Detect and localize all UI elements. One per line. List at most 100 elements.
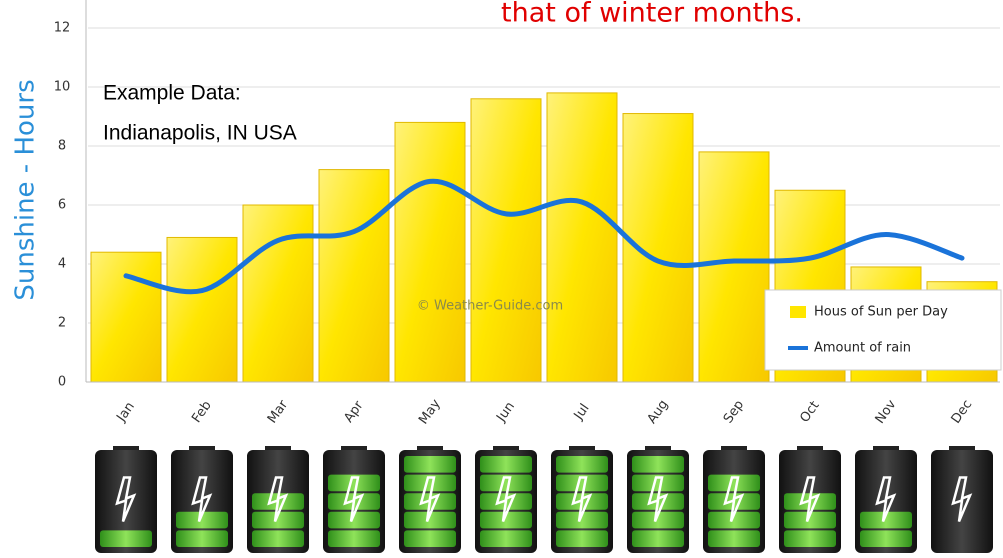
battery-level [784,493,836,547]
bolt-icon [951,476,973,522]
battery-segment [404,530,456,547]
legend-label: Amount of rain [814,341,911,356]
battery [779,446,841,553]
bolt-icon [419,476,441,522]
y-tick-label: 0 [58,375,66,390]
battery-segment [556,511,608,529]
battery-cap [569,446,595,452]
x-tick-label: Aug [645,397,672,426]
watermark: © Weather-Guide.com [417,299,563,314]
x-tick-label: Nov [873,397,900,427]
battery-segment [632,456,684,473]
chart-title: that of winter months. [501,0,803,29]
battery-cap [265,446,291,452]
bolt-icon [571,476,593,522]
battery-level [404,456,456,547]
battery-segment [632,530,684,547]
y-tick-label: 12 [54,21,71,36]
bar [698,151,770,383]
battery [703,446,765,553]
annotation: Example Data: [103,82,241,105]
annotation: Indianapolis, IN USA [103,122,297,145]
battery [475,446,537,553]
battery [247,446,309,553]
battery-segment [860,530,912,547]
battery-segment [632,474,684,492]
battery-segment [328,530,380,547]
bolt-icon [343,476,365,522]
y-tick-label: 10 [54,80,71,95]
battery-segment [480,511,532,529]
battery [399,446,461,553]
y-tick-label: 8 [58,139,66,154]
battery [627,446,689,553]
battery-level [708,474,760,547]
battery-cap [721,446,747,452]
x-tick-label: Feb [189,398,214,425]
bar [242,204,314,383]
battery-segment [556,474,608,492]
legend-box [764,289,1002,371]
battery-segment [784,511,836,529]
battery-segment [860,511,912,529]
battery [855,446,917,553]
bolt-icon [495,476,517,522]
battery-cap [873,446,899,452]
battery-segment [784,530,836,547]
battery-segment [632,511,684,529]
battery [95,446,157,553]
battery-cap [949,446,975,452]
bolt-icon [115,476,137,522]
bar [318,169,390,383]
battery-segment [480,456,532,473]
battery-cap [645,446,671,452]
battery [171,446,233,553]
battery-segment [708,530,760,547]
battery-level [480,456,532,547]
battery-segment [176,511,228,529]
y-axis-label: Sunshine - Hours [11,79,41,300]
battery-segment [100,530,152,547]
battery-segment [708,474,760,492]
legend-swatch [790,306,806,318]
bolt-icon [723,476,745,522]
x-tick-label: Jun [493,399,518,425]
battery-level [100,530,152,547]
battery-cap [341,446,367,452]
bolt-icon [799,476,821,522]
x-tick-label: Dec [949,397,976,426]
battery-cap [797,446,823,452]
battery [931,446,993,553]
y-tick-label: 2 [58,316,66,331]
rain-line [123,178,965,295]
battery-level [860,511,912,547]
bolt-icon [267,476,289,522]
battery-segment [252,511,304,529]
battery-cap [113,446,139,452]
battery-segment [708,511,760,529]
battery-segment [252,530,304,547]
bar [90,251,162,383]
battery-segment [556,530,608,547]
x-tick-label: Oct [797,398,822,425]
battery-segment [328,511,380,529]
bolt-icon [191,476,213,522]
battery-segment [404,456,456,473]
bar [470,98,542,383]
x-tick-label: May [416,396,444,427]
battery [551,446,613,553]
x-tick-label: Sep [721,398,747,427]
bar [166,236,238,383]
battery-cap [493,446,519,452]
bar [546,92,618,383]
battery-segment [480,530,532,547]
y-tick-label: 6 [58,198,66,213]
bar [394,121,466,383]
battery-cap [417,446,443,452]
x-tick-label: Mar [265,397,292,426]
battery-cap [189,446,215,452]
bolt-icon [875,476,897,522]
y-tick-label: 4 [58,257,66,272]
